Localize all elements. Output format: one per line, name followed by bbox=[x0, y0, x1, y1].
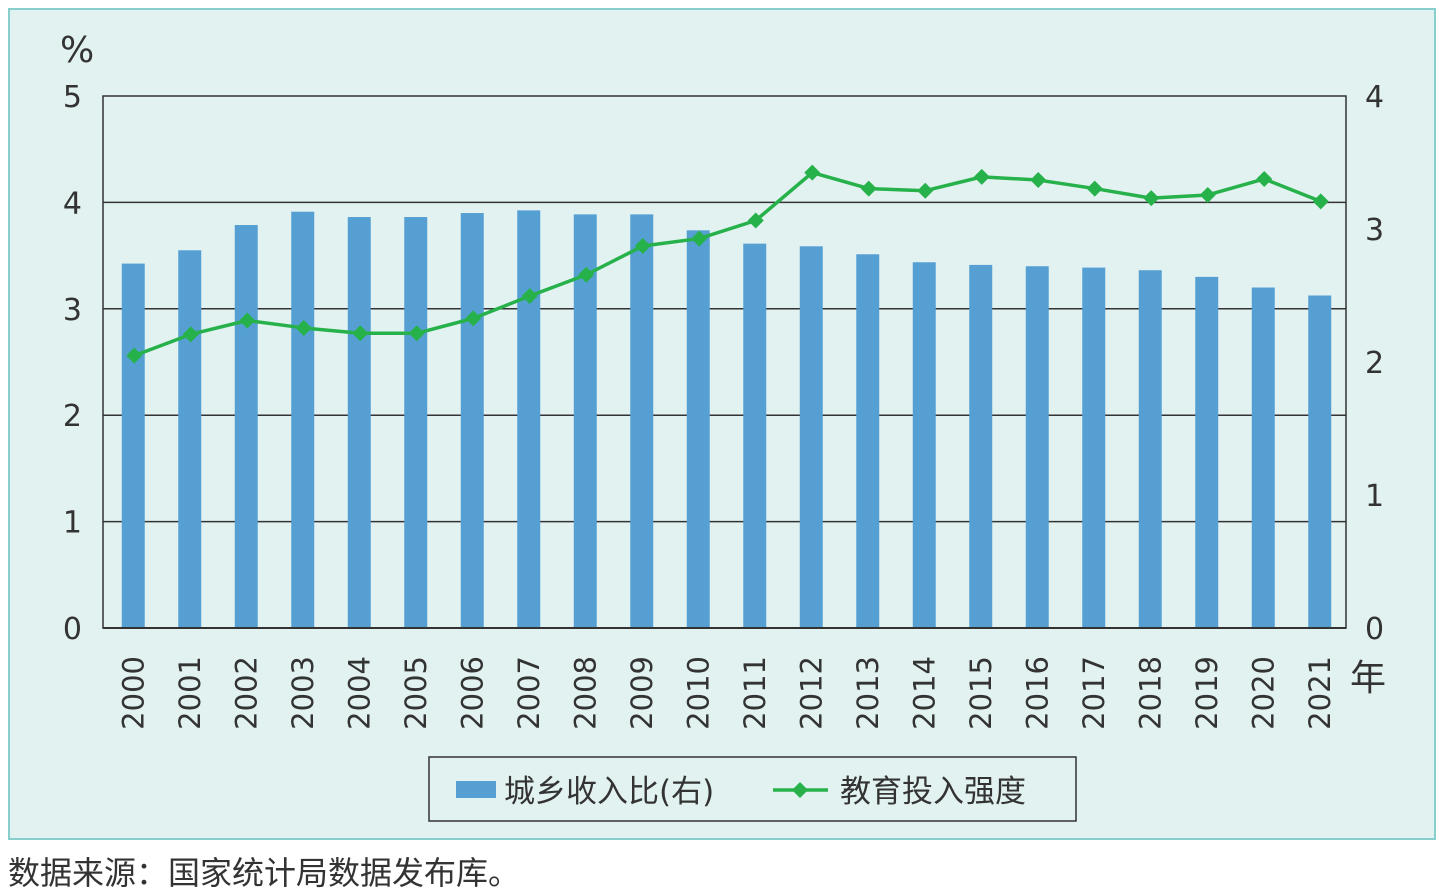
line-point bbox=[691, 230, 708, 247]
x-tick-label: 2013 bbox=[851, 656, 885, 730]
bar bbox=[686, 230, 710, 628]
bar bbox=[1082, 267, 1106, 628]
legend-box bbox=[428, 756, 1077, 822]
y-right-tick-label: 1 bbox=[1365, 479, 1384, 514]
bar bbox=[517, 210, 541, 628]
line-point bbox=[465, 310, 482, 327]
x-tick-label: 2012 bbox=[794, 656, 828, 730]
bar bbox=[1138, 270, 1162, 628]
legend-bar-swatch bbox=[456, 781, 496, 798]
line-series bbox=[133, 170, 1322, 358]
line-point bbox=[1256, 170, 1273, 187]
y-left-tick-label: 5 bbox=[63, 80, 82, 115]
bar bbox=[347, 217, 371, 628]
bar bbox=[799, 246, 823, 629]
bar bbox=[1251, 287, 1275, 628]
y-right-tick-label: 4 bbox=[1365, 80, 1384, 115]
line-point bbox=[578, 266, 595, 283]
y-left-tick-label: 4 bbox=[63, 186, 82, 221]
legend-label: 教育投入强度 bbox=[840, 774, 1026, 810]
line-point bbox=[1199, 186, 1216, 203]
x-tick-label: 2020 bbox=[1246, 656, 1280, 730]
line-point bbox=[634, 238, 651, 255]
line-point bbox=[747, 212, 764, 229]
bar bbox=[178, 250, 202, 628]
x-unit: 年 bbox=[1350, 658, 1386, 699]
x-tick-label: 2010 bbox=[681, 656, 715, 730]
x-tick-label: 2017 bbox=[1077, 656, 1111, 730]
line-point bbox=[126, 347, 143, 364]
line-point bbox=[295, 319, 312, 336]
x-tick-label: 2018 bbox=[1133, 656, 1167, 730]
line-point bbox=[917, 182, 934, 199]
y-left-tick-label: 3 bbox=[63, 293, 82, 328]
y-left-unit: % bbox=[60, 30, 94, 71]
line-point bbox=[1086, 180, 1103, 197]
y-left-tick-label: 1 bbox=[63, 506, 82, 541]
bar bbox=[291, 211, 315, 628]
y-right-tick-label: 3 bbox=[1365, 213, 1384, 248]
source-note: 数据来源：国家统计局数据发布库。 bbox=[8, 854, 521, 892]
x-tick-label: 2019 bbox=[1190, 656, 1224, 730]
x-tick-label: 2016 bbox=[1020, 656, 1054, 730]
line-point bbox=[804, 164, 821, 181]
bar bbox=[573, 214, 597, 628]
x-tick-label: 2009 bbox=[625, 656, 659, 730]
y-left-tick-label: 2 bbox=[63, 399, 82, 434]
bar bbox=[1025, 266, 1049, 628]
legend-label: 城乡收入比(右) bbox=[504, 774, 714, 810]
x-tick-label: 2003 bbox=[286, 656, 320, 730]
x-tick-label: 2002 bbox=[229, 656, 263, 730]
line-point bbox=[973, 168, 990, 185]
line-point bbox=[1312, 193, 1329, 210]
line-point bbox=[182, 326, 199, 343]
x-tick-label: 2008 bbox=[568, 656, 602, 730]
line-point bbox=[239, 312, 256, 329]
y-right-tick-label: 2 bbox=[1365, 346, 1384, 381]
bar bbox=[969, 264, 993, 628]
bar bbox=[912, 262, 936, 628]
x-tick-label: 2014 bbox=[907, 656, 941, 730]
x-tick-label: 2001 bbox=[173, 656, 207, 730]
bar bbox=[234, 225, 258, 628]
x-tick-label: 2011 bbox=[738, 656, 772, 730]
x-tick-label: 2004 bbox=[342, 656, 376, 730]
x-tick-label: 2015 bbox=[964, 656, 998, 730]
bar bbox=[404, 217, 428, 628]
y-left-tick-label: 0 bbox=[63, 612, 82, 647]
bar bbox=[630, 214, 654, 628]
line-point bbox=[521, 288, 538, 305]
x-tick-label: 2005 bbox=[399, 656, 433, 730]
bar bbox=[121, 263, 145, 628]
line-point bbox=[1143, 190, 1160, 207]
line-point bbox=[408, 325, 425, 342]
bar bbox=[1308, 295, 1332, 628]
x-tick-label: 2007 bbox=[512, 656, 546, 730]
bar bbox=[856, 254, 880, 628]
x-tick-label: 2006 bbox=[455, 656, 489, 730]
x-tick-label: 2000 bbox=[116, 656, 150, 730]
line-point bbox=[352, 325, 369, 342]
bar bbox=[743, 243, 767, 628]
y-right-tick-label: 0 bbox=[1365, 612, 1384, 647]
bar bbox=[460, 213, 484, 629]
line-point bbox=[860, 180, 877, 197]
bar bbox=[1195, 276, 1219, 628]
line-point bbox=[1030, 172, 1047, 189]
legend-line-marker bbox=[792, 782, 808, 798]
x-tick-label: 2021 bbox=[1303, 656, 1337, 730]
